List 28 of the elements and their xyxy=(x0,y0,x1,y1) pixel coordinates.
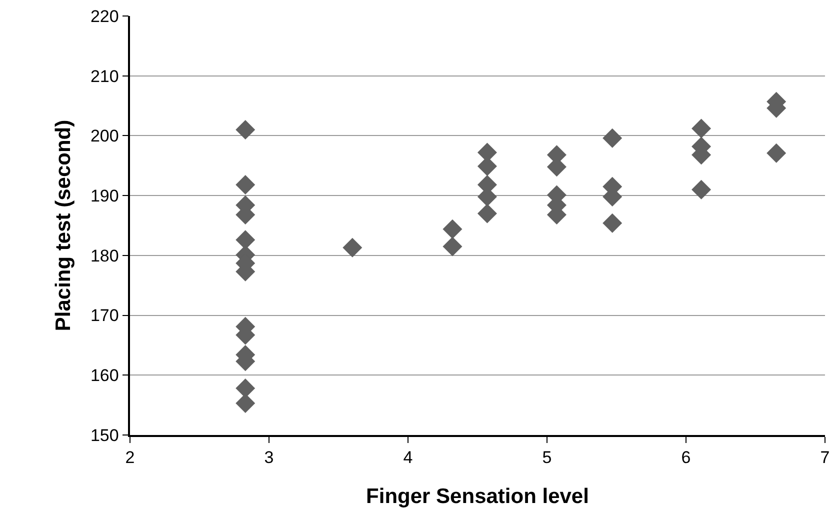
x-axis-title: Finger Sensation level xyxy=(366,484,589,508)
y-tick-label: 210 xyxy=(90,66,119,86)
y-tick-label: 200 xyxy=(90,126,119,146)
y-tick-label: 220 xyxy=(90,6,119,26)
y-tick-label: 190 xyxy=(90,186,119,206)
x-tick-label: 3 xyxy=(264,448,274,468)
y-tick-label: 180 xyxy=(90,246,119,266)
x-tick-label: 4 xyxy=(403,448,413,468)
x-tick-label: 6 xyxy=(681,448,691,468)
y-tick-label: 150 xyxy=(90,426,119,445)
point xyxy=(236,120,256,140)
x-tick-label: 5 xyxy=(542,448,552,468)
point xyxy=(477,204,497,224)
point xyxy=(442,219,462,239)
y-axis-title: Placing test (second) xyxy=(52,120,76,332)
y-tick-label: 160 xyxy=(90,366,119,386)
point xyxy=(692,118,712,138)
y-tick-label: 170 xyxy=(90,306,119,326)
point xyxy=(602,128,622,148)
point xyxy=(602,213,622,233)
point xyxy=(236,394,256,414)
point xyxy=(236,175,256,195)
point xyxy=(766,143,786,163)
point xyxy=(692,180,712,200)
point xyxy=(342,238,362,258)
x-tick-label: 7 xyxy=(820,448,830,468)
x-tick-label: 2 xyxy=(125,448,135,468)
point xyxy=(442,236,462,256)
